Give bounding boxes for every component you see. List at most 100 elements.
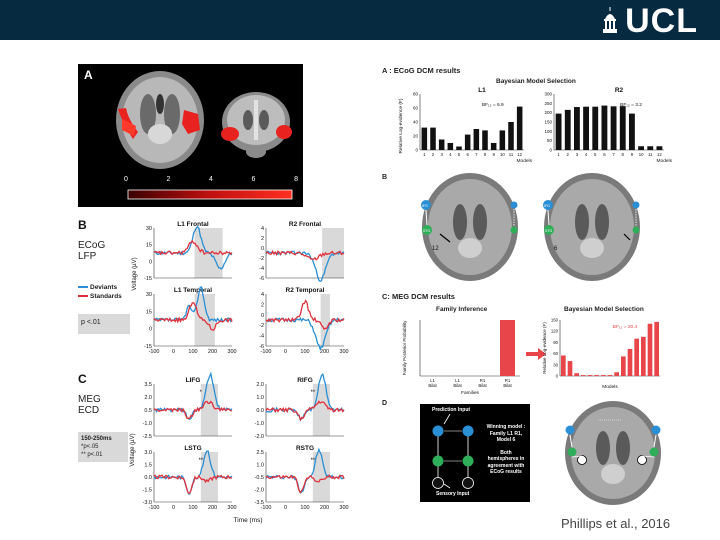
right-a-xlabel: Models <box>657 158 672 164</box>
plot-r2-frontal: R2 Frontal 4 2 0 -2 -4 -6 <box>259 221 345 283</box>
winning-stg-right <box>649 447 659 457</box>
legend-standards: Standards <box>78 292 122 301</box>
right-a-xtick: 7 <box>475 152 478 157</box>
node-ifg-right <box>510 201 518 209</box>
bms-bar <box>581 375 586 376</box>
right-a-bar <box>438 139 445 150</box>
agreement-line-3: ECoG results <box>490 469 522 475</box>
right-stg-label: STG <box>545 229 552 233</box>
right-b-brains: 12 IFG STG 6 IFG STG <box>421 173 640 281</box>
plot-r2-frontal-ytick: -4 <box>259 266 264 272</box>
ucl-logo: UCL <box>601 4 698 38</box>
plot-lifg-ytick: -2.5 <box>143 434 152 440</box>
right-a-bar <box>499 130 506 150</box>
right-a-xtick: 4 <box>449 152 452 157</box>
plot-r2-frontal-title: R2 Frontal <box>289 221 321 228</box>
bms-bar <box>641 336 646 376</box>
right-a-xtick: 2 <box>567 152 570 157</box>
family-title: Family Inference <box>436 306 488 313</box>
bms-bar <box>601 375 606 376</box>
right-brain-num: 6 <box>554 246 558 252</box>
right-panel-a: A : ECoG DCM results Bayesian Model Sele… <box>380 64 672 168</box>
plot-lifg-sig: * <box>200 390 203 396</box>
bms-ytick: 90 <box>553 340 558 345</box>
plot-l1-temporal-title: L1 Temporal <box>174 287 212 294</box>
right-a-chart-name: L1 <box>478 87 486 94</box>
plot-lstg-deviants-line <box>153 450 233 495</box>
plot-lstg-standards-line <box>153 474 233 494</box>
right-a-xtick: 12 <box>657 152 662 157</box>
panel-b: B ECoG LFP Deviants Standards p <.01 Vol… <box>76 216 351 362</box>
panel-c-plots: Voltage (µV) LIFG 3.5 2.0 0.5 -1.0 -2.5 * RIFG 2.… <box>130 371 349 524</box>
right-a-bar <box>482 130 488 150</box>
sig1-text: *p<.05 <box>81 444 99 450</box>
panel-b-label: B <box>78 218 87 232</box>
panel-a: A <box>78 64 303 207</box>
right-ifg-label: IFG <box>544 204 550 208</box>
plot-l1-frontal-ytick: 15 <box>146 243 152 249</box>
ecog-title: ECoG <box>78 240 106 251</box>
legend-deviants: Deviants <box>78 283 122 292</box>
right-a-ytick: 0 <box>549 148 552 153</box>
legend: Deviants Standards <box>78 283 122 301</box>
window-text: 150-250ms <box>81 436 112 442</box>
family-ylabel: Family Posterior Probability <box>402 320 407 376</box>
sig2-text: ** p<.01 <box>81 452 103 458</box>
right-a-ytick: 20 <box>413 134 419 139</box>
plot-l1-frontal: L1 Frontal 30 15 0 -15 <box>144 221 233 282</box>
panel-c-side-title: MEG ECD <box>78 394 101 416</box>
right-a-bar <box>473 129 480 150</box>
family-text: Family L1 R1, <box>489 430 523 437</box>
right-a-xtick: 10 <box>500 152 505 157</box>
right-c-charts: Family Posterior ProbabilityL1BilatL1Bil… <box>402 318 660 396</box>
plot-lifg-ytick: -1.0 <box>143 421 152 427</box>
ecd-subtitle: ECD <box>78 405 100 416</box>
plot-lifg-highlight <box>200 384 218 436</box>
plot-r2-frontal-standards-line <box>265 249 345 261</box>
right-a-ytick: 300 <box>544 92 552 97</box>
plot-rifg-ytick: -2.0 <box>255 434 264 440</box>
plot-lstg-xtick: -100 <box>148 505 159 511</box>
plot-r2-temporal-title: R2 Temporal <box>286 287 325 294</box>
plot-l1-temporal-standards-line <box>153 302 233 331</box>
bms-bar <box>614 372 619 376</box>
right-a-xtick: 5 <box>458 152 461 157</box>
plot-r2-temporal: R2 Temporal 4 2 0 -2 -4 -6-100 0 100 200 300 <box>259 287 348 355</box>
node-ifg-right-2 <box>632 201 640 209</box>
winning-brain <box>565 401 661 505</box>
plot-rifg-highlight <box>312 384 330 436</box>
plot-rifg-ytick: 0.0 <box>256 408 264 414</box>
plot-r2-temporal-ytick: 0 <box>261 313 264 319</box>
right-a-title: A : ECoG DCM results <box>382 66 461 75</box>
panel-c-ylabel: Voltage (µV) <box>130 433 136 466</box>
ucl-dome-icon <box>603 7 618 33</box>
plot-rstg: RSTG 2.5 1.0 -0.5 -2.0 -3.5-100 0 100 200 300 ** <box>255 445 349 511</box>
left-brain-num: 12 <box>432 246 439 252</box>
right-a-bf: BF₁₂ = 3.2 <box>620 102 642 108</box>
agreement-line-1: hemispheres in <box>487 456 525 462</box>
family-xtick: L1 <box>430 378 435 383</box>
plot-lstg-ytick: -1.5 <box>143 488 152 494</box>
right-a-xtick: 4 <box>585 152 588 157</box>
plot-r2-frontal-ytick: 4 <box>261 226 264 232</box>
colorbar-tick: 0 <box>124 176 128 183</box>
bms-title: Bayesian Model Selection <box>564 306 644 313</box>
family-xtick: R1 <box>505 378 511 383</box>
plot-lifg-ytick: 2.0 <box>144 395 152 401</box>
plot-rstg-ytick: -0.5 <box>255 475 264 481</box>
plot-l1-frontal-standards-line <box>153 239 233 256</box>
right-a-ytick: 150 <box>544 120 552 125</box>
plot-rstg-xtick: 200 <box>320 505 329 511</box>
winning-ifg-left <box>565 425 575 435</box>
plot-lstg-xtick: 100 <box>188 505 197 511</box>
bms-ytick: 120 <box>551 329 559 334</box>
colorbar-tick: 8 <box>294 176 298 183</box>
diagram-stg-right <box>462 455 474 467</box>
bms-bar <box>567 361 573 376</box>
right-a-ytick: 80 <box>413 92 419 97</box>
plot-lstg-xtick: 0 <box>172 505 175 511</box>
colorbar-tick: 4 <box>209 176 213 183</box>
right-a-xtick: 7 <box>612 152 615 157</box>
right-a-bar <box>430 127 436 150</box>
